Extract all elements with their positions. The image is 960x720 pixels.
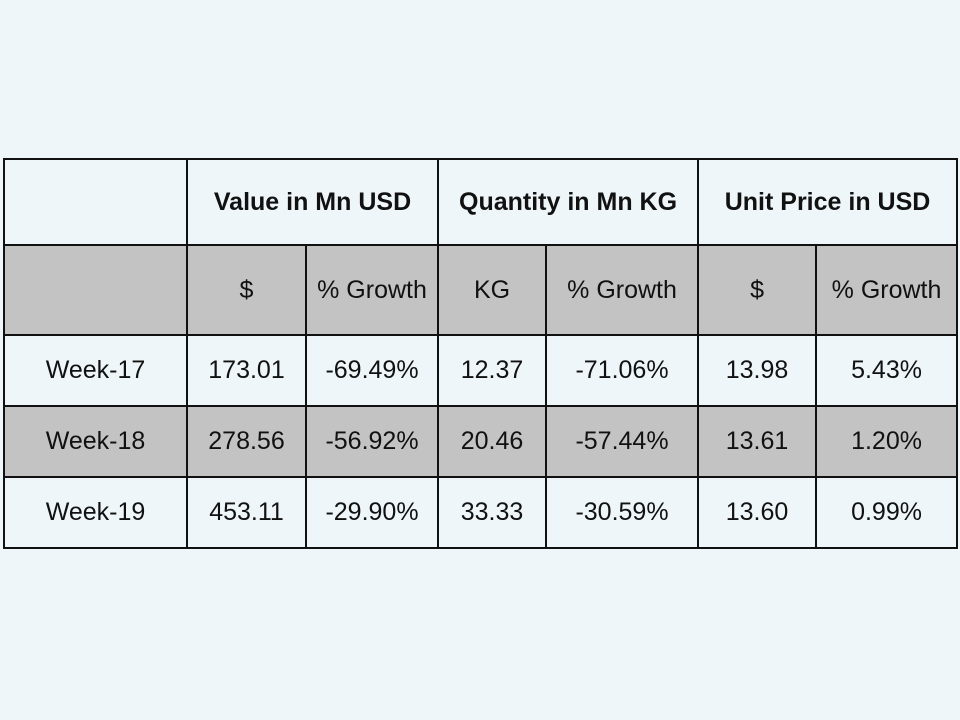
table-cell: 20.46 [437, 405, 548, 478]
table-cell: 13.61 [697, 405, 818, 478]
row-label: Week-19 [3, 476, 188, 549]
row-label: Week-17 [3, 334, 188, 407]
table-cell: 13.60 [697, 476, 818, 549]
table-cell: -69.49% [304, 334, 440, 407]
table-cell: 173.01 [186, 334, 307, 407]
subheader-cell: % Growth [815, 244, 959, 336]
table-cell: -29.90% [304, 476, 440, 549]
table-cell: 453.11 [186, 476, 307, 549]
table-cell: 12.37 [437, 334, 548, 407]
table-cell: 1.20% [815, 405, 959, 478]
subheader-cell: % Growth [304, 244, 440, 336]
table-cell: -30.59% [545, 476, 700, 549]
data-table: Value in Mn USD Quantity in Mn KG Unit P… [3, 158, 959, 549]
table-cell: -57.44% [545, 405, 700, 478]
subheader-cell: % Growth [545, 244, 700, 336]
row-label: Week-18 [3, 405, 188, 478]
table-cell: 33.33 [437, 476, 548, 549]
table-cell: -71.06% [545, 334, 700, 407]
corner-cell [3, 158, 188, 246]
table-cell: 13.98 [697, 334, 818, 407]
table-row: Week-19 453.11 -29.90% 33.33 -30.59% 13.… [3, 476, 959, 549]
group-header-quantity: Quantity in Mn KG [437, 158, 700, 246]
group-header-unit-price: Unit Price in USD [697, 158, 959, 246]
subheader-cell: KG [437, 244, 548, 336]
subheader-cell [3, 244, 188, 336]
subheader-cell: $ [186, 244, 307, 336]
subheader-cell: $ [697, 244, 818, 336]
table-cell: 5.43% [815, 334, 959, 407]
group-header-row: Value in Mn USD Quantity in Mn KG Unit P… [3, 158, 959, 246]
table-row: Week-18 278.56 -56.92% 20.46 -57.44% 13.… [3, 405, 959, 478]
table-cell: 278.56 [186, 405, 307, 478]
table-cell: 0.99% [815, 476, 959, 549]
table-cell: -56.92% [304, 405, 440, 478]
subheader-row: $ % Growth KG % Growth $ % Growth [3, 244, 959, 336]
table-row: Week-17 173.01 -69.49% 12.37 -71.06% 13.… [3, 334, 959, 407]
group-header-value: Value in Mn USD [185, 158, 440, 246]
